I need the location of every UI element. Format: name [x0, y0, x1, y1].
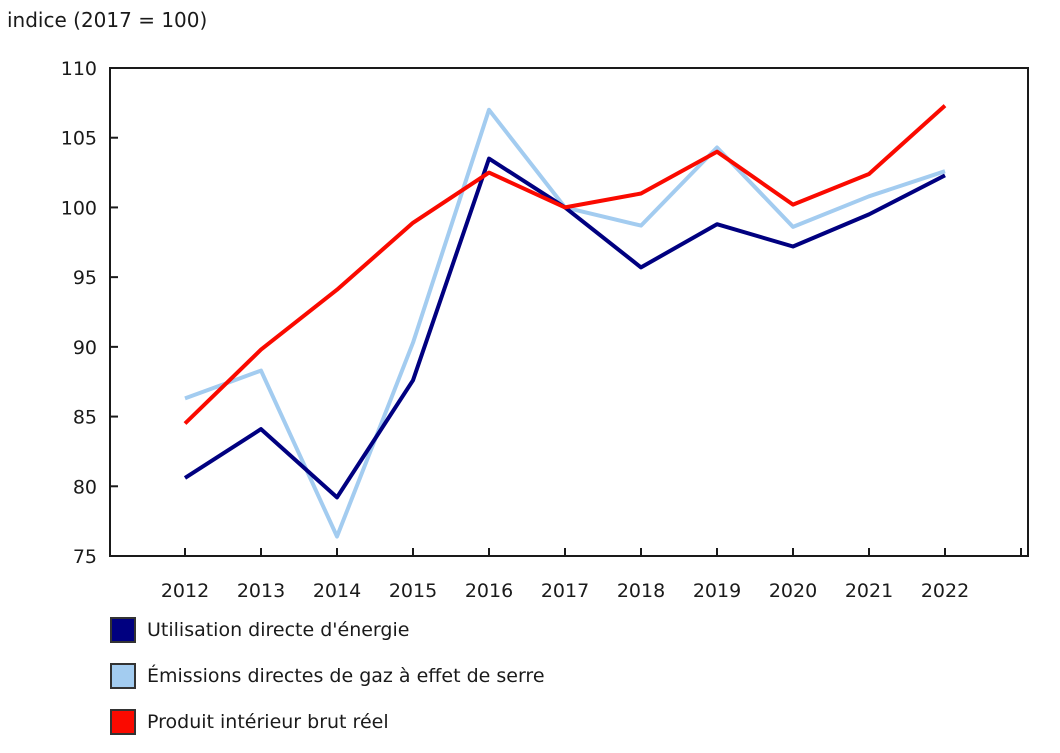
legend-swatch-emissions: [110, 663, 136, 689]
legend-label-emissions: Émissions directes de gaz à effet de ser…: [147, 665, 545, 687]
line-chart: 75 80 85 90 95 100 105 110 2012 2013 2014 2015 2016 2…: [61, 58, 1029, 602]
series-line-2: [183, 104, 947, 425]
x-axis-tick-label: 2021: [845, 580, 893, 602]
legend-label-gdp: Produit intérieur brut réel: [147, 711, 389, 733]
x-axis-tick-label: 2019: [693, 580, 741, 602]
x-axis-tick-label: 2022: [921, 580, 969, 602]
y-axis-tick-label: 90: [73, 337, 97, 359]
legend-swatch-energy: [110, 617, 136, 643]
x-axis-tick-label: 2013: [237, 580, 285, 602]
x-axis-tick-label: 2017: [541, 580, 589, 602]
y-axis-tick-label: 110: [61, 58, 97, 80]
y-axis-tick-label: 100: [61, 197, 97, 219]
legend-item-energy: Utilisation directe d'énergie: [110, 617, 545, 643]
legend-swatch-gdp: [110, 709, 136, 735]
y-axis-tick-label: 95: [73, 267, 97, 289]
y-axis-tick-label: 105: [61, 128, 97, 150]
x-axis-tick-label: 2020: [769, 580, 817, 602]
legend-label-energy: Utilisation directe d'énergie: [147, 619, 410, 641]
x-axis-tick-label: 2012: [161, 580, 209, 602]
y-axis-tick-label: 75: [73, 546, 97, 568]
series-line-0: [183, 156, 946, 500]
legend-item-gdp: Produit intérieur brut réel: [110, 709, 545, 735]
x-axis-tick-label: 2016: [465, 580, 513, 602]
series-line-1: [184, 107, 946, 539]
legend-item-emissions: Émissions directes de gaz à effet de ser…: [110, 663, 545, 689]
chart-title: indice (2017 = 100): [7, 8, 208, 32]
x-axis-tick-label: 2018: [617, 580, 665, 602]
y-axis-tick-label: 80: [73, 476, 97, 498]
x-axis-tick-label: 2015: [389, 580, 437, 602]
x-axis-tick-label: 2014: [313, 580, 361, 602]
legend: Utilisation directe d'énergie Émissions …: [110, 617, 545, 753]
y-axis-tick-label: 85: [73, 407, 97, 429]
plot-frame: [109, 67, 1029, 557]
